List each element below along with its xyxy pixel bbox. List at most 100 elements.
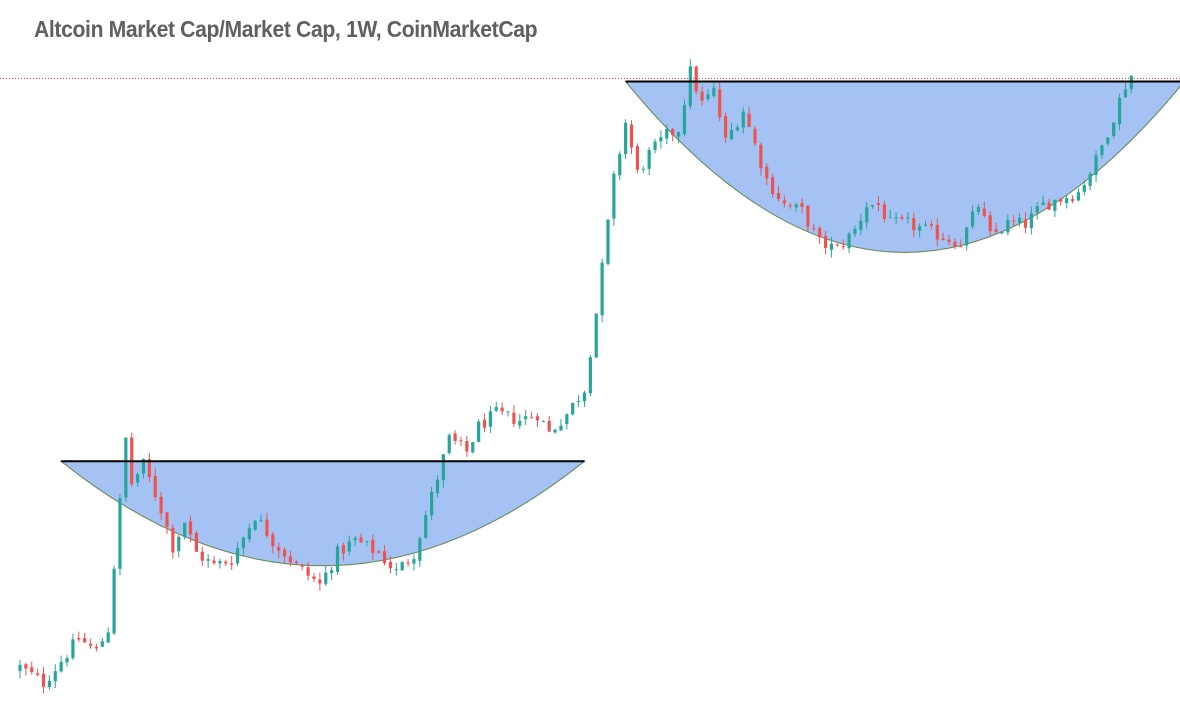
candle-body [606,219,610,264]
candle-body [800,203,804,208]
candle [482,413,487,433]
candle-body [435,479,440,494]
candle-body [341,544,345,554]
candle [953,238,957,250]
candle [412,554,416,571]
candle-body [1088,173,1092,187]
candle [59,655,63,673]
candle [788,202,792,209]
candle [365,540,369,547]
candle-body [1006,219,1010,233]
candle-body [847,233,851,249]
candle [218,558,222,569]
candle [494,402,498,412]
candle-body [471,442,475,453]
candle [18,660,22,679]
candle-body [288,556,293,563]
candle [829,236,834,258]
candle [1053,199,1057,217]
candle [965,226,969,251]
candle [1012,215,1016,227]
candle [812,223,816,232]
candle-body [253,520,257,530]
candle [888,210,892,219]
candle [359,533,363,543]
candle [529,411,534,419]
candle [471,441,475,454]
candle-body [459,440,463,442]
candle [30,661,34,675]
candle [253,519,257,531]
candle-body [776,192,781,200]
candle [183,522,187,540]
candle-body [47,680,51,688]
candle [212,556,216,565]
candle-body [894,217,898,219]
candle [53,664,57,688]
candle-body [159,496,163,514]
candle-body [994,229,998,232]
candle-body [1018,217,1022,223]
candle-body [112,568,116,634]
candle-body [947,239,951,242]
candle [88,638,93,649]
candle [876,196,881,212]
candle-body [1106,137,1110,144]
candle [659,130,663,149]
candle [771,173,775,198]
candle [718,82,722,121]
candle [676,131,681,143]
candle [465,435,469,457]
candle-body [294,561,298,564]
candle-body [506,411,510,413]
candle [312,573,316,583]
candle [318,572,322,591]
cup-patterns [59,80,1180,567]
candle [629,120,634,155]
candle-body [812,228,816,230]
candle-body [400,562,404,571]
candle [394,562,398,576]
candle [200,546,204,566]
candle-body [430,491,434,516]
candle [1076,188,1080,202]
candle-body [171,527,175,553]
candle-body [553,429,557,433]
candle-body [188,521,193,535]
candle [694,65,698,95]
candle [541,420,545,423]
candle-body [671,128,675,136]
candle [759,142,763,176]
candle [853,225,857,238]
candle [500,402,504,416]
candle-body [818,227,822,238]
candle [800,198,804,214]
candle [294,559,298,565]
candle [753,125,757,146]
candle-body [923,224,928,226]
candle-body [629,124,634,148]
candle-body [600,262,604,316]
candle-body [212,560,216,564]
candle [306,561,310,581]
candle [706,88,710,102]
candle [847,231,851,253]
candle-body [347,541,351,552]
candle-body [283,549,287,557]
candle [688,59,692,110]
candle [588,354,592,397]
candle [271,531,275,554]
candle [71,633,75,660]
candle [1018,212,1022,227]
candle [159,491,163,520]
candle-body [565,414,569,425]
candle-body [641,168,645,170]
candle-body [500,407,504,412]
candle-body [30,667,34,673]
candle [871,204,875,209]
candle-body [935,224,939,240]
candle-body [477,421,481,443]
candle-body [759,144,763,169]
candle-body [694,66,698,92]
